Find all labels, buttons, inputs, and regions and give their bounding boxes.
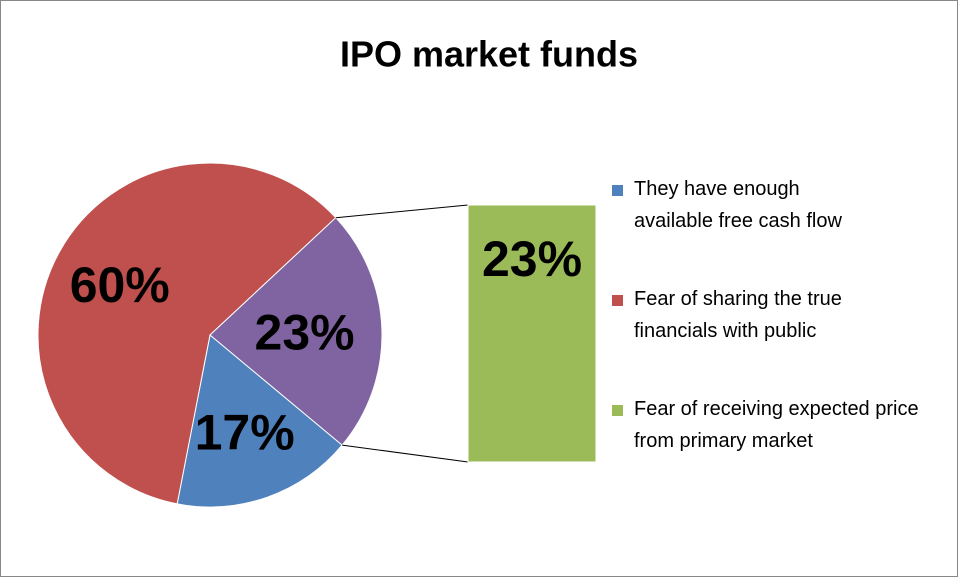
connector-line xyxy=(342,444,469,463)
legend-swatch xyxy=(612,185,623,196)
secondary-bar xyxy=(467,204,597,463)
legend-swatch xyxy=(612,405,623,416)
data-label: 60% xyxy=(70,257,170,313)
legend-label: They have enough available free cash flow xyxy=(634,178,842,232)
legend-swatch xyxy=(612,295,623,306)
connector-line xyxy=(335,204,469,219)
pie-slice xyxy=(37,162,337,505)
data-label: 17% xyxy=(195,404,295,460)
data-label: 23% xyxy=(255,305,355,361)
legend-label: Fear of sharing the true financials with … xyxy=(634,288,842,342)
chart-title: IPO market funds xyxy=(340,34,638,75)
data-label: 23% xyxy=(482,231,582,287)
legend-label: Fear of receiving expected price from pri… xyxy=(634,398,919,452)
pie-slice-other xyxy=(209,216,383,446)
pie-slice xyxy=(176,334,343,508)
